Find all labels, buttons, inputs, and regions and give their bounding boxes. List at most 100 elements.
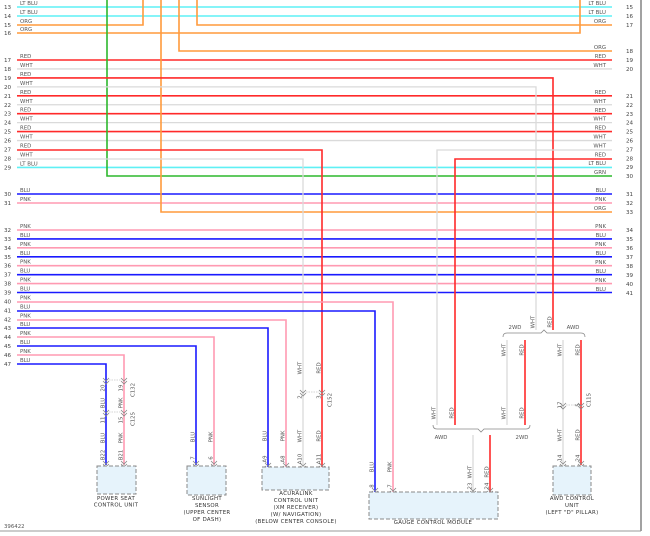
right-row-number: 32 [626, 201, 633, 207]
right-row-number: 26 [626, 139, 634, 145]
connector-pin-icon [102, 409, 110, 417]
pin-number: 15 [119, 417, 125, 424]
right-row-number: 31 [626, 192, 634, 198]
variant-label-awd: AWD [435, 435, 448, 441]
left-wire-color-label: WHT [20, 81, 33, 87]
left-wire-color-label: PNK [20, 313, 31, 319]
acuralink-name: CONTROL UNIT [274, 498, 319, 504]
right-wire-color-label: PNK [595, 197, 606, 203]
right-row-number: 20 [626, 67, 634, 73]
pin-number: 11 [101, 417, 107, 424]
left-wire-color-label: PNK [20, 331, 31, 337]
components-layer [96, 465, 592, 520]
left-row-number: 45 [4, 344, 12, 350]
awd-control-unit [552, 465, 592, 496]
left-wire-color-label: PNK [20, 278, 31, 284]
right-wire-color-label: PNK [595, 242, 606, 248]
right-row-number: 18 [626, 49, 634, 55]
wire-label: WHT [502, 406, 508, 419]
power-seat-control-unit [96, 465, 137, 495]
right-row-number: 33 [626, 210, 634, 216]
right-wire-color-label: WHT [593, 117, 606, 123]
wire-label: PNK [388, 461, 394, 472]
diagram-id: 396422 [4, 524, 25, 530]
right-wire-color-label: BLU [596, 287, 606, 293]
wire-org [17, 0, 581, 34]
right-wire-color-label: GRN [594, 170, 606, 176]
pin-number: 24 [576, 454, 582, 461]
right-row-number: 41 [626, 291, 634, 297]
left-wire-color-label: BLU [20, 304, 30, 310]
variant-label-2wd: 2WD [516, 435, 529, 441]
wire-label: BLU [101, 433, 107, 443]
left-wire-color-label: BLU [20, 188, 30, 194]
left-row-number: 23 [4, 112, 12, 118]
right-wire-color-label: PNK [595, 224, 606, 230]
wire-label: RED [548, 316, 554, 327]
right-wire-color-label: WHT [593, 99, 606, 105]
connector-id: C132 [131, 383, 137, 397]
left-row-number: 26 [4, 139, 12, 145]
left-wire-color-label: BLU [20, 251, 30, 257]
left-wire-color-label: PNK [20, 349, 31, 355]
connector-id: C152 [328, 393, 334, 407]
gauge-control-module-name: GAUGE CONTROL MODULE [394, 520, 473, 526]
pin-number: 24 [485, 482, 491, 489]
left-wire-color-label: ORG [20, 27, 32, 33]
right-wire-color-label: ORG [594, 19, 606, 25]
right-wire-color-label: BLU [596, 251, 606, 257]
connector-pin-icon [299, 389, 307, 397]
right-wire-color-label: LT BLU [588, 10, 606, 16]
pin-number: 6 [209, 456, 215, 460]
left-row-number: 15 [4, 23, 12, 29]
right-row-number: 34 [626, 228, 634, 234]
wire-pnk [17, 336, 215, 465]
left-wire-color-label: WHT [20, 117, 33, 123]
wire-label: RED [520, 407, 526, 418]
connector-id: C125 [131, 412, 137, 426]
right-wire-color-label: PNK [595, 278, 606, 284]
left-wire-color-label: WHT [20, 152, 33, 158]
wire-label: PNK [119, 397, 125, 408]
wire-label: WHT [558, 428, 564, 441]
right-wire-color-label: ORG [594, 45, 606, 51]
left-row-number: 39 [4, 291, 12, 297]
left-row-number: 36 [4, 264, 12, 270]
left-wire-color-label: RED [20, 54, 31, 60]
right-row-number: 15 [626, 5, 634, 11]
left-row-number: 37 [4, 273, 12, 279]
left-wire-color-label: PNK [20, 260, 31, 266]
left-row-number: 18 [4, 67, 12, 73]
left-row-number: 14 [4, 14, 12, 20]
wire-label: WHT [432, 406, 438, 419]
left-wire-color-label: ORG [20, 19, 32, 25]
wire-wht [17, 86, 537, 330]
left-row-number: 20 [4, 85, 12, 91]
wire-label: RED [450, 407, 456, 418]
right-row-number: 27 [626, 147, 634, 153]
right-row-number: 17 [626, 23, 634, 29]
right-row-number: 24 [626, 121, 634, 127]
wire-label: BLU [191, 432, 197, 442]
left-wire-color-label: WHT [20, 63, 33, 69]
right-wire-color-label: WHT [593, 135, 606, 141]
left-row-number: 34 [4, 246, 12, 252]
left-row-number: 29 [4, 165, 12, 171]
connector-pin-icon [102, 377, 110, 385]
variant-label-awd: AWD [567, 325, 580, 331]
left-wire-color-label: BLU [20, 233, 30, 239]
left-row-number: 32 [4, 228, 11, 234]
left-wire-color-label: WHT [20, 99, 33, 105]
wires-layer [17, 0, 612, 492]
right-row-number: 37 [626, 255, 634, 261]
wire-org [178, 0, 612, 52]
wire-red [17, 77, 554, 330]
pin-number: B21 [119, 450, 125, 461]
awd-unit-name: AWD CONTROL [550, 496, 594, 502]
wire-pnk [17, 319, 287, 467]
wire-label: WHT [468, 465, 474, 478]
right-wire-color-label: RED [595, 108, 606, 114]
connector-id: C115 [587, 393, 593, 407]
left-row-number: 31 [4, 201, 12, 207]
